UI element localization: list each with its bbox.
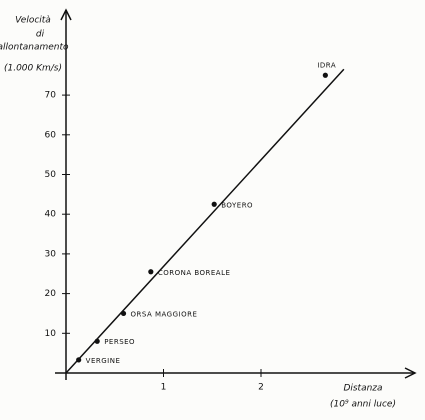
y-tick-label: 10	[45, 329, 57, 339]
point-label: CORONA BOREALE	[158, 269, 231, 277]
x-tick-label: 2	[258, 383, 264, 393]
point-label: PERSEO	[104, 338, 135, 346]
y-tick-label: 70	[45, 91, 57, 101]
y-label: Velocità	[15, 16, 51, 26]
y-label: allontanamento	[0, 43, 69, 53]
point-label: ORSA MAGGIORE	[131, 310, 198, 318]
point	[76, 357, 82, 363]
point	[322, 72, 328, 78]
x-arrow	[404, 367, 417, 379]
y-label: (1.000 Km/s)	[4, 64, 62, 74]
point	[148, 269, 154, 275]
x-label: (10⁹ anni luce)	[330, 400, 396, 410]
y-tick-label: 30	[45, 249, 57, 259]
y-tick-label: 50	[45, 170, 57, 180]
point-label: IDRA	[317, 61, 336, 69]
point	[94, 338, 100, 344]
trend-line	[65, 68, 345, 374]
y-arrow	[60, 8, 72, 21]
y-tick-label: 60	[45, 130, 57, 140]
y-tick-label: 20	[45, 289, 57, 299]
x-label: Distanza	[343, 384, 382, 394]
point-label: BOYERO	[221, 201, 253, 209]
y-tick-label: 40	[45, 210, 57, 220]
point	[120, 310, 127, 317]
x-tick-label: 1	[161, 383, 167, 393]
y-label: di	[36, 30, 45, 40]
point-label: VERGINE	[86, 357, 121, 365]
point	[211, 201, 217, 207]
